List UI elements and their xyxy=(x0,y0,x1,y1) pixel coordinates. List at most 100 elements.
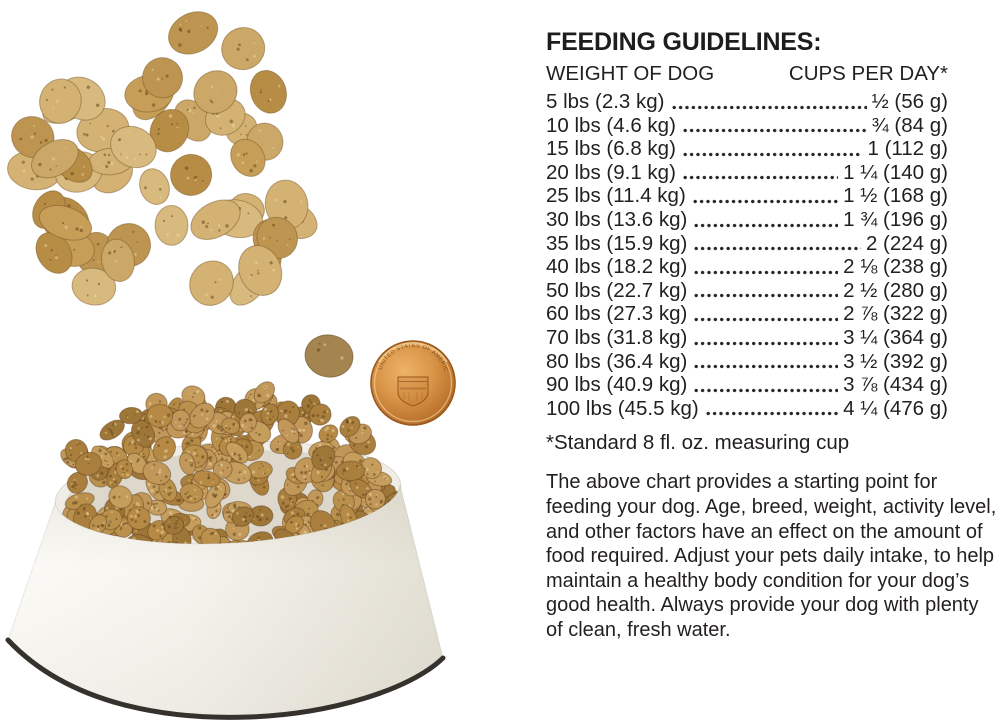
cups-value: 1 (112 g) xyxy=(867,137,948,161)
table-row: 25 lbs (11.4 kg) 1 ½ (168 g) xyxy=(546,184,948,208)
table-row: 35 lbs (15.9 kg) 2 (224 g) xyxy=(546,232,948,256)
kibble-piece xyxy=(154,205,189,246)
kibble-piece xyxy=(39,78,82,124)
table-row: 15 lbs (6.8 kg) 1 (112 g) xyxy=(546,137,948,161)
kibble-pile-photo xyxy=(7,11,318,306)
col-cups-header: CUPS PER DAY* xyxy=(788,62,948,85)
cups-value: 3 ½ (392 g) xyxy=(843,349,948,373)
single-kibble xyxy=(304,334,354,378)
kibble-piece xyxy=(119,406,143,425)
dot-leader xyxy=(693,316,839,322)
kibble-piece xyxy=(163,516,185,535)
weight-value: 70 lbs (31.8 kg) xyxy=(546,325,688,349)
table-row: 20 lbs (9.1 kg) 1 ¼ (140 g) xyxy=(546,161,948,185)
kibble-piece xyxy=(239,412,257,433)
weight-value: 10 lbs (4.6 kg) xyxy=(546,113,676,137)
weight-value: 50 lbs (22.7 kg) xyxy=(546,278,688,302)
kibble-piece xyxy=(189,402,215,429)
kibble-piece xyxy=(74,451,103,477)
kibble-piece xyxy=(231,506,255,527)
cups-value: 2 (224 g) xyxy=(865,231,948,255)
dot-leader xyxy=(670,104,867,110)
table-row: 40 lbs (18.2 kg) 2 ⅛ (238 g) xyxy=(546,255,948,279)
cups-value: 2 ½ (280 g) xyxy=(843,278,948,302)
bowl-base-edge xyxy=(5,637,446,720)
dot-leader xyxy=(691,198,839,204)
penny-face xyxy=(370,340,456,426)
kibble-piece xyxy=(230,138,266,177)
cups-value: 3 ⅞ (434 g) xyxy=(843,373,948,397)
dog-bowl xyxy=(5,381,446,720)
kibble-piece xyxy=(284,515,305,535)
cups-value: 1 ¼ (140 g) xyxy=(843,160,948,184)
product-photo: UNITED STATES OF AMERICA xyxy=(0,0,456,720)
kibble-piece xyxy=(66,471,88,494)
weight-value: 15 lbs (6.8 kg) xyxy=(546,137,676,161)
weight-value: 30 lbs (13.6 kg) xyxy=(546,207,688,231)
weight-value: 80 lbs (36.4 kg) xyxy=(546,349,688,373)
kibble-piece xyxy=(130,419,156,448)
dot-leader xyxy=(693,269,839,275)
cups-value: 1 ½ (168 g) xyxy=(843,184,948,208)
kibble-piece xyxy=(247,460,273,479)
penny-inner-rim xyxy=(373,343,453,423)
dot-leader xyxy=(693,340,839,346)
kibble-piece xyxy=(71,267,117,306)
kibble-piece xyxy=(110,125,157,169)
weight-value: 20 lbs (9.1 kg) xyxy=(546,160,676,184)
panel-title: FEEDING GUIDELINES: xyxy=(546,28,822,56)
kibble-piece xyxy=(146,403,174,428)
dot-leader xyxy=(693,246,861,252)
kibble-piece xyxy=(38,204,93,241)
kibble-piece xyxy=(170,409,191,432)
table-row: 5 lbs (2.3 kg) ½ (56 g) xyxy=(546,90,948,114)
weight-value: 25 lbs (11.4 kg) xyxy=(546,184,686,208)
table-row: 60 lbs (27.3 kg) 2 ⅞ (322 g) xyxy=(546,302,948,326)
cups-value: 2 ⅛ (238 g) xyxy=(843,255,948,279)
kibble-piece xyxy=(170,153,213,196)
weight-value: 60 lbs (27.3 kg) xyxy=(546,302,688,326)
weight-value: 35 lbs (15.9 kg) xyxy=(546,231,688,255)
kibble-piece xyxy=(193,70,238,114)
dot-leader xyxy=(693,364,839,370)
footnote: *Standard 8 fl. oz. measuring cup xyxy=(546,431,850,455)
kibble-piece xyxy=(147,520,169,541)
weight-value: 5 lbs (2.3 kg) xyxy=(546,90,665,113)
kibble-piece xyxy=(221,27,266,71)
dot-leader xyxy=(693,222,839,228)
penny-shield xyxy=(397,376,429,407)
kibble-piece xyxy=(339,415,361,438)
dot-leader xyxy=(681,128,867,134)
kibble-piece xyxy=(88,514,108,535)
feeding-guidelines-panel: FEEDING GUIDELINES: WEIGHT OF DOG CUPS P… xyxy=(546,28,998,642)
kibble-piece xyxy=(249,69,287,114)
cups-value: 4 ¼ (476 g) xyxy=(843,396,948,420)
kibble-piece xyxy=(260,403,279,426)
weight-value: 100 lbs (45.5 kg) xyxy=(546,396,699,420)
table-header: WEIGHT OF DOG CUPS PER DAY* xyxy=(546,62,948,86)
feeding-table: 5 lbs (2.3 kg) ½ (56 g) 10 lbs (4.6 kg) ¾ … xyxy=(546,90,948,420)
kibble-piece xyxy=(152,436,176,462)
kibble-piece xyxy=(31,139,79,179)
cups-value: 1 ¾ (196 g) xyxy=(843,207,948,231)
kibble-piece xyxy=(335,460,366,482)
col-weight-header: WEIGHT OF DOG xyxy=(546,62,715,85)
kibble-piece xyxy=(179,452,196,476)
kibble-piece xyxy=(364,488,386,510)
kibble-piece xyxy=(205,481,226,509)
kibble-piece xyxy=(238,245,283,296)
kibble-piece xyxy=(304,334,354,378)
dot-leader xyxy=(681,175,839,181)
table-row: 70 lbs (31.8 kg) 3 ¼ (364 g) xyxy=(546,326,948,350)
kibble-piece xyxy=(108,485,133,509)
kibble-piece xyxy=(225,441,249,464)
kibble-piece xyxy=(179,483,204,504)
kibble-piece xyxy=(115,459,134,480)
dot-leader xyxy=(693,293,839,299)
kibble-piece xyxy=(126,506,151,531)
cups-value: ¾ (84 g) xyxy=(871,113,948,137)
kibble-piece xyxy=(35,231,73,274)
kibble-piece xyxy=(311,445,336,471)
weight-value: 90 lbs (40.9 kg) xyxy=(546,373,688,397)
